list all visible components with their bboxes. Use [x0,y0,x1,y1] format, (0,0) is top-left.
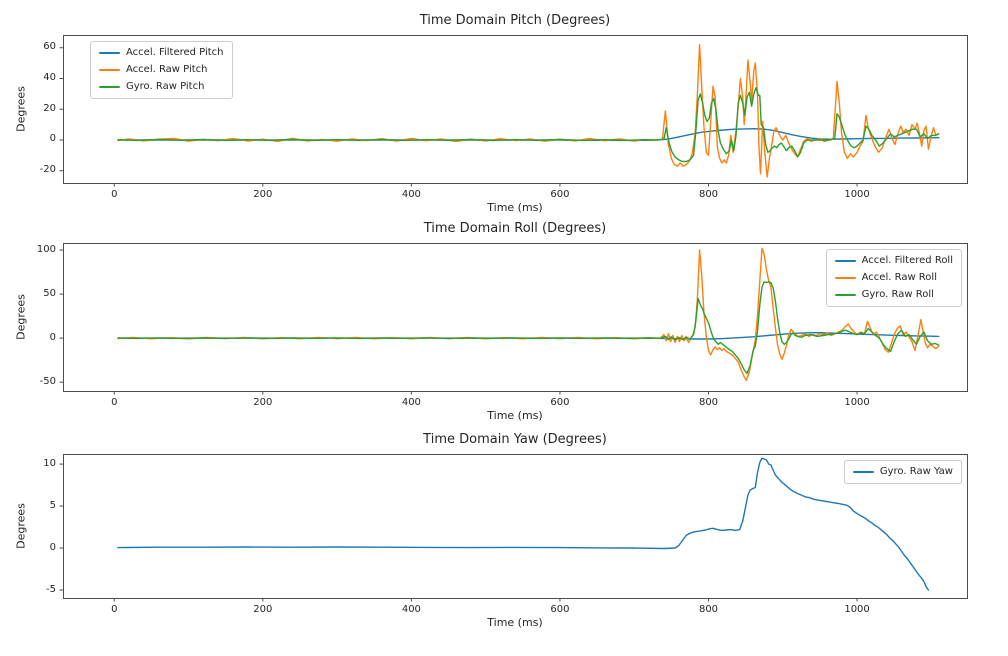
pitch-ytick-label: 40 [43,71,56,83]
gyro-raw-yaw-line [117,457,930,591]
gyro-raw-pitch-legend-swatch-icon [99,86,120,88]
yaw-xlabel: Time (ms) [487,616,543,629]
pitch-xtick-label: 200 [253,188,273,200]
legend-entry-label: Accel. Raw Roll [861,272,937,283]
pitch-y-ticks [59,47,63,172]
pitch-ytick-label: 20 [43,102,56,114]
accel-raw-roll-legend-swatch-icon [834,277,856,279]
gyro-raw-pitch-line [117,86,940,163]
yaw-ytick-label: -5 [46,583,56,595]
pitch-x-ticks [113,183,858,187]
pitch-xtick-label: 1000 [844,188,870,200]
legend-entry-label: Gyro. Raw Pitch [126,81,205,92]
yaw-xtick-label: 200 [253,603,273,615]
legend-entry: Gyro. Raw Pitch [99,80,224,94]
gyro-raw-roll-line [117,281,940,375]
pitch-legend: Accel. Filtered Pitch Accel. Raw Pitch Gyr… [90,41,233,99]
pitch-xtick-label: 800 [698,188,719,200]
yaw-ylabel: Degrees [14,503,28,549]
pitch-xtick-label: 600 [550,188,570,200]
pitch-ylabel: Degrees [14,86,28,132]
roll-xtick-label: 600 [550,396,570,408]
roll-ytick-label: 50 [43,287,56,299]
roll-x-ticks [113,391,858,395]
pitch-xlabel: Time (ms) [487,201,543,214]
roll-xtick-label: 0 [111,396,118,408]
roll-ylabel: Degrees [14,294,28,340]
pitch-ytick-label: -20 [39,164,56,176]
accel-raw-roll-line [117,247,940,382]
legend-entry-label: Gyro. Raw Roll [861,289,934,300]
roll-xtick-label: 1000 [844,396,870,408]
yaw-xtick-label: 600 [550,603,570,615]
yaw-ytick-label: 10 [43,457,56,469]
roll-title: Time Domain Roll (Degrees) [423,221,607,236]
legend-entry: Accel. Raw Pitch [99,63,224,77]
yaw-xtick-label: 0 [111,603,118,615]
roll-y-ticks [59,249,63,383]
accel-raw-pitch-line [117,44,940,178]
legend-entry: Gyro. Raw Yaw [852,465,953,479]
yaw-title: Time Domain Yaw (Degrees) [423,432,607,447]
roll-xlabel: Time (ms) [487,409,543,422]
yaw-x-ticks [113,598,858,602]
roll-ytick-label: 0 [49,331,56,343]
yaw-y-ticks [59,463,63,591]
pitch-xtick-label: 0 [111,188,118,200]
legend-entry-label: Accel. Filtered Roll [861,255,953,266]
roll-legend: Accel. Filtered Roll Accel. Raw Roll Gyro.… [825,249,962,307]
roll-xtick-label: 400 [401,396,421,408]
gyro-raw-yaw-legend-swatch-icon [852,471,874,473]
yaw-legend: Gyro. Raw Yaw [843,460,962,484]
roll-xtick-label: 200 [253,396,273,408]
legend-entry-label: Accel. Raw Pitch [126,64,208,75]
accel-filtered-pitch-legend-swatch-icon [99,52,120,54]
accel-raw-pitch-legend-swatch-icon [99,69,120,71]
legend-entry: Gyro. Raw Roll [834,288,953,302]
roll-ytick-label: -50 [39,375,56,387]
pitch-title: Time Domain Pitch (Degrees) [419,13,611,28]
legend-entry: Accel. Filtered Pitch [99,46,224,60]
yaw-axes-box [63,454,968,599]
roll-axes-box [63,243,968,392]
roll-ytick-label: 100 [36,243,56,255]
yaw-ytick-label: 0 [49,541,56,553]
pitch-xtick-label: 400 [401,188,421,200]
pitch-ytick-label: 0 [49,133,56,145]
yaw-xtick-label: 1000 [844,603,870,615]
yaw-xtick-label: 400 [401,603,421,615]
yaw-xtick-label: 800 [698,603,719,615]
legend-entry: Accel. Raw Roll [834,271,953,285]
legend-entry-label: Gyro. Raw Yaw [879,466,953,477]
yaw-series-lines [117,457,930,591]
pitch-series-lines [117,44,940,178]
legend-entry-label: Accel. Filtered Pitch [126,47,224,58]
pitch-axes-box [63,35,968,184]
roll-xtick-label: 800 [698,396,719,408]
pitch-ytick-label: 60 [43,41,56,53]
legend-entry: Accel. Filtered Roll [834,254,953,268]
roll-series-lines [117,247,940,382]
yaw-ytick-label: 5 [49,499,56,511]
accel-filtered-roll-legend-swatch-icon [834,260,856,262]
gyro-raw-roll-legend-swatch-icon [834,294,856,296]
